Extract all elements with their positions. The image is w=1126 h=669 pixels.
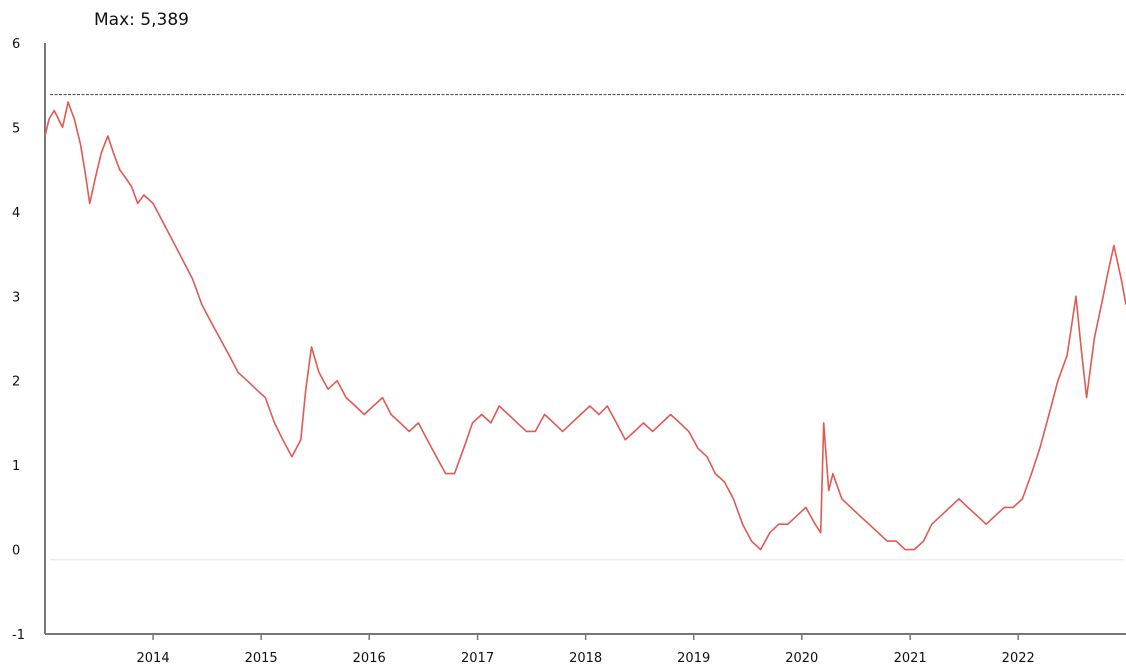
x-tick-label: 2021 xyxy=(894,651,927,665)
x-tick-label: 2018 xyxy=(569,651,602,665)
series-group xyxy=(44,101,1126,551)
y-tick-label: 3 xyxy=(12,290,20,305)
y-axis: -1 0 1 2 3 4 5 6 xyxy=(12,37,46,643)
x-tick-label: 2015 xyxy=(245,651,278,665)
x-tick-label: 2022 xyxy=(1002,651,1035,665)
x-tick-label: 2017 xyxy=(461,651,494,665)
y-tick-label: 0 xyxy=(12,544,20,559)
y-tick-label: 5 xyxy=(12,121,20,136)
y-tick-label: 1 xyxy=(12,459,20,474)
x-tick-label: 2020 xyxy=(785,651,818,665)
x-tick-label: 2016 xyxy=(353,651,386,665)
reference-lines xyxy=(50,93,1124,561)
y-tick-label: -1 xyxy=(12,628,25,643)
y-tick-label: 2 xyxy=(12,375,20,390)
x-axis: 2014 2015 2016 2017 2018 2019 2020 2021 2022 xyxy=(45,633,1126,666)
x-tick-label: 2014 xyxy=(137,651,170,665)
x-tick-label: 2019 xyxy=(677,651,710,665)
y-tick-label: 4 xyxy=(12,206,20,221)
y-tick-label: 6 xyxy=(12,37,20,52)
max-annotation-label: Max: 5,389 xyxy=(94,10,189,30)
series-line-0 xyxy=(44,101,1126,551)
